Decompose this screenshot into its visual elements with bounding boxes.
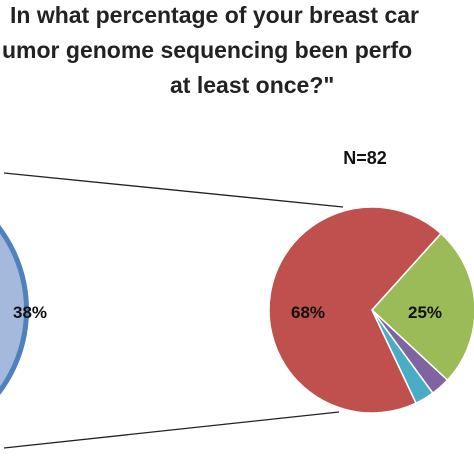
chart-title-line-1: In what percentage of your breast car [10, 2, 420, 28]
detail-pie-slice-0 [268, 206, 442, 414]
connector-line-bottom [3, 411, 340, 449]
detail-pie-slice-label-0: 68% [291, 303, 325, 322]
sample-size-label: N=82 [343, 148, 387, 168]
main-pie-slice-0-inner [0, 233, 24, 387]
chart-title-line-2: umor genome sequencing been perfo [2, 37, 413, 63]
detail-pie-slice-label-1: 25% [408, 303, 442, 322]
chart-title-line-3: at least once?" [170, 72, 335, 98]
connector-line-top [3, 172, 344, 208]
main-pie: 38% [0, 221, 47, 399]
connector-lines [3, 172, 344, 449]
detail-pie: 25% 68% [268, 206, 474, 414]
detail-pie-slice-1 [370, 232, 474, 382]
main-pie-slice-label-0: 38% [13, 303, 47, 322]
